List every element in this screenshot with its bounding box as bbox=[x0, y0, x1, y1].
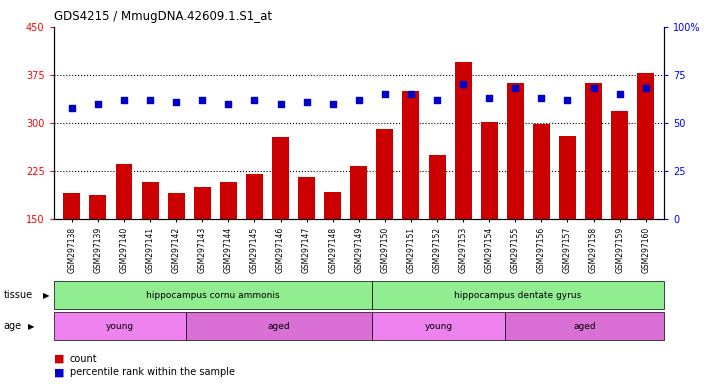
Point bbox=[640, 85, 651, 91]
Bar bbox=[168, 193, 185, 315]
Text: tissue: tissue bbox=[4, 290, 33, 300]
Point bbox=[483, 95, 495, 101]
Point bbox=[510, 85, 521, 91]
Bar bbox=[298, 177, 315, 315]
Point bbox=[119, 97, 130, 103]
Point bbox=[353, 97, 365, 103]
Bar bbox=[116, 164, 133, 315]
Point bbox=[562, 97, 573, 103]
Text: percentile rank within the sample: percentile rank within the sample bbox=[70, 367, 235, 377]
Bar bbox=[220, 182, 237, 315]
Bar bbox=[376, 129, 393, 315]
Point bbox=[458, 81, 469, 88]
Point bbox=[536, 95, 547, 101]
Point bbox=[275, 101, 286, 107]
Bar bbox=[559, 136, 576, 315]
Text: ▶: ▶ bbox=[28, 321, 34, 331]
Point bbox=[196, 97, 208, 103]
Point bbox=[379, 91, 391, 97]
Text: hippocampus cornu ammonis: hippocampus cornu ammonis bbox=[146, 291, 280, 300]
Point bbox=[588, 85, 599, 91]
Point bbox=[614, 91, 625, 97]
Text: ▶: ▶ bbox=[43, 291, 49, 300]
Point bbox=[92, 101, 104, 107]
Bar bbox=[638, 73, 654, 315]
Text: age: age bbox=[4, 321, 21, 331]
Bar bbox=[507, 83, 524, 315]
Point bbox=[327, 101, 338, 107]
Text: hippocampus dentate gyrus: hippocampus dentate gyrus bbox=[454, 291, 582, 300]
Point bbox=[431, 97, 443, 103]
Bar bbox=[141, 182, 159, 315]
Bar bbox=[324, 192, 341, 315]
Bar bbox=[193, 187, 211, 315]
Bar bbox=[272, 137, 289, 315]
Text: count: count bbox=[70, 354, 98, 364]
Text: young: young bbox=[424, 321, 453, 331]
Bar bbox=[428, 155, 446, 315]
Point bbox=[171, 99, 182, 105]
Bar bbox=[89, 195, 106, 315]
Bar bbox=[481, 122, 498, 315]
Point bbox=[406, 91, 417, 97]
Point bbox=[66, 104, 78, 111]
Text: ■: ■ bbox=[54, 367, 64, 377]
Point bbox=[301, 99, 312, 105]
Bar bbox=[455, 62, 472, 315]
Bar bbox=[585, 83, 602, 315]
Bar bbox=[351, 166, 367, 315]
Text: aged: aged bbox=[573, 321, 595, 331]
Point bbox=[144, 97, 156, 103]
Text: ■: ■ bbox=[54, 354, 64, 364]
Bar bbox=[246, 174, 263, 315]
Text: young: young bbox=[106, 321, 134, 331]
Text: aged: aged bbox=[268, 321, 291, 331]
Bar bbox=[611, 111, 628, 315]
Text: GDS4215 / MmugDNA.42609.1.S1_at: GDS4215 / MmugDNA.42609.1.S1_at bbox=[54, 10, 271, 23]
Bar bbox=[64, 193, 80, 315]
Bar bbox=[403, 91, 419, 315]
Bar bbox=[533, 124, 550, 315]
Point bbox=[223, 101, 234, 107]
Point bbox=[248, 97, 260, 103]
